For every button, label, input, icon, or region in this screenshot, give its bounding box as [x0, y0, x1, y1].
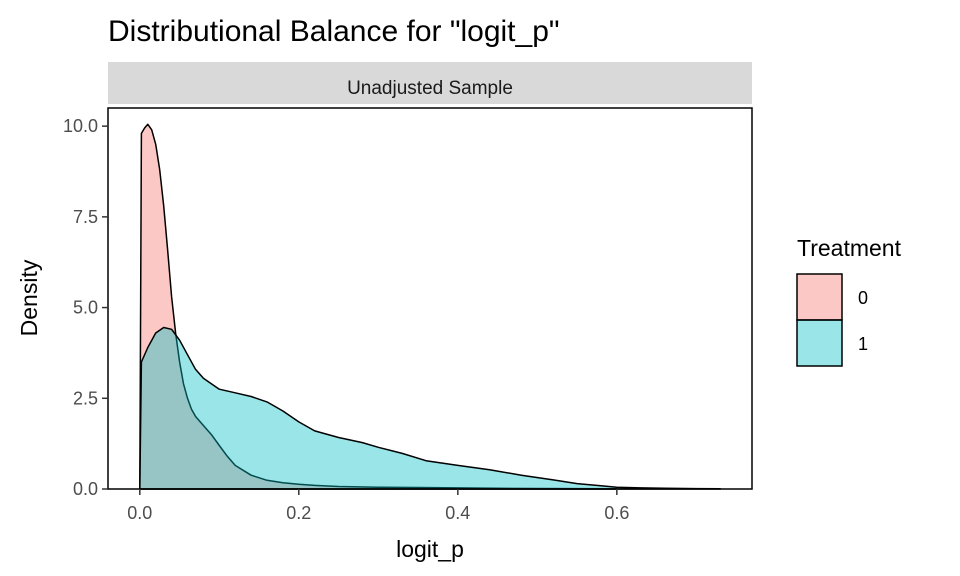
- density-area-series-1: [139, 326, 721, 490]
- legend-title: Treatment: [797, 235, 902, 261]
- facet-label: Unadjusted Sample: [347, 78, 513, 99]
- facet-strip: [108, 62, 752, 104]
- x-axis-title: logit_p: [396, 536, 464, 562]
- x-tick-label: 0.6: [604, 503, 629, 523]
- x-tick-label: 0.4: [445, 503, 470, 523]
- plot-areas: [139, 123, 721, 490]
- x-axis: 0.0 0.2 0.4 0.6: [127, 489, 629, 523]
- x-tick-label: 0.0: [127, 503, 152, 523]
- legend-label-series-1: 1: [858, 334, 868, 354]
- y-tick-label: 5.0: [73, 298, 98, 318]
- y-axis-title: Density: [16, 259, 42, 336]
- density-area-series-0: [139, 123, 618, 490]
- y-axis: 0.0 2.5 5.0 7.5 10.0: [63, 116, 108, 499]
- legend-key-series-1: [796, 319, 843, 367]
- y-tick-label: 2.5: [73, 388, 98, 408]
- x-tick-label: 0.2: [286, 503, 311, 523]
- legend-key-series-0: [796, 273, 843, 321]
- plot-panel-border: [107, 107, 753, 490]
- y-tick-label: 7.5: [73, 207, 98, 227]
- legend: 01: [796, 273, 868, 367]
- y-tick-label: 10.0: [63, 116, 98, 136]
- y-tick-label: 0.0: [73, 479, 98, 499]
- chart-title: Distributional Balance for "logit_p": [108, 15, 560, 48]
- legend-label-series-0: 0: [858, 288, 868, 308]
